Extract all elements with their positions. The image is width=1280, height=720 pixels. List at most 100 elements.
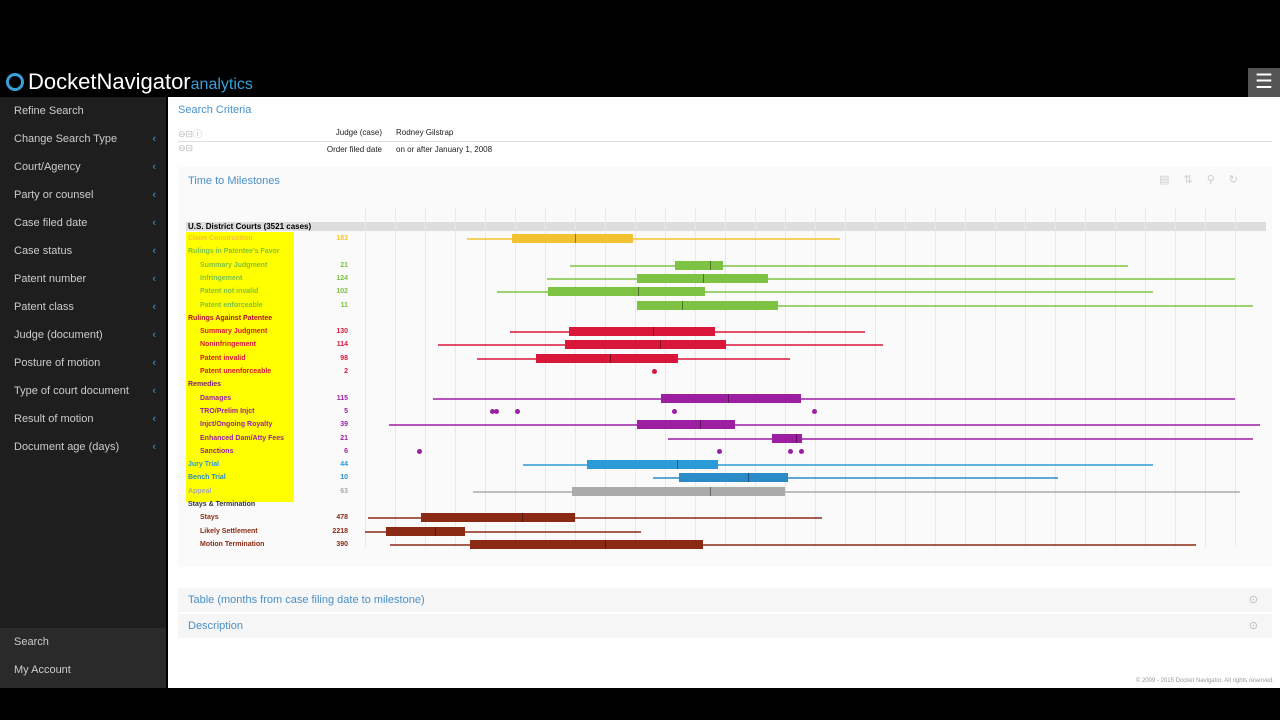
gridline xyxy=(995,207,996,547)
median-mark xyxy=(637,287,639,297)
sidebar-item[interactable]: Patent number ‹ xyxy=(0,265,166,293)
chevron-left-icon[interactable]: ‹ xyxy=(152,161,156,173)
whisker xyxy=(546,277,1236,280)
row-count: 39 xyxy=(340,421,348,429)
chevron-left-icon[interactable]: ‹ xyxy=(152,217,156,229)
criteria-key: Order filed date xyxy=(326,145,382,154)
box xyxy=(636,420,735,430)
whisker xyxy=(367,517,823,520)
highlight xyxy=(186,232,294,502)
box xyxy=(470,539,704,549)
criteria-action-icons[interactable]: ⊖⊟ xyxy=(178,143,194,153)
whisker xyxy=(497,291,1154,294)
sidebar-item-my-account[interactable]: My Account xyxy=(14,664,71,676)
row-count: 183 xyxy=(336,235,348,242)
whisker xyxy=(365,530,642,533)
sidebar-item[interactable]: Refine Search xyxy=(0,97,166,125)
outlier-point xyxy=(787,448,793,454)
row-label: Patent invalid xyxy=(200,354,246,362)
description-section[interactable]: Description ⊙ xyxy=(178,614,1272,638)
gridline xyxy=(1055,207,1056,547)
sidebar-item[interactable]: Case filed date ‹ xyxy=(0,209,166,237)
gridline xyxy=(395,207,396,547)
sidebar-item-label: Patent number xyxy=(14,273,87,285)
criteria-value: Rodney Gilstrap xyxy=(396,128,454,137)
chevron-left-icon[interactable]: ‹ xyxy=(152,301,156,313)
row-count: 2218 xyxy=(332,527,348,535)
gridline xyxy=(965,207,966,547)
search-criteria-title[interactable]: Search Criteria xyxy=(178,104,252,116)
sidebar-item[interactable]: Result of motion ‹ xyxy=(0,405,166,433)
box xyxy=(569,327,716,337)
gridline xyxy=(845,207,846,547)
outlier-point xyxy=(417,448,422,454)
sidebar-item-label: Patent class xyxy=(14,301,74,313)
table-section[interactable]: Table (months from case filing date to m… xyxy=(178,588,1272,612)
sidebar-item[interactable]: Patent class ‹ xyxy=(0,293,166,321)
chevron-left-icon[interactable]: ‹ xyxy=(152,245,156,257)
median-mark xyxy=(653,327,654,337)
gridline xyxy=(485,207,486,547)
row-count: 98 xyxy=(340,354,348,362)
criteria-action-icons[interactable]: ⊖⊟ⓘ xyxy=(178,129,203,139)
section-label: Description xyxy=(188,620,244,632)
box xyxy=(511,234,634,243)
expand-icon[interactable]: ⊙ xyxy=(1248,620,1258,632)
row-count: 11 xyxy=(340,301,348,309)
logo-gear-icon xyxy=(6,73,24,91)
hamburger-icon[interactable]: ☰ xyxy=(1248,68,1280,97)
outlier-point xyxy=(515,408,521,414)
sidebar-item[interactable]: Type of court document ‹ xyxy=(0,377,166,405)
sidebar-item[interactable]: Judge (document) ‹ xyxy=(0,321,166,349)
chart-toolbar-icons[interactable]: ▤⇅⚲↻ xyxy=(1159,174,1252,186)
median-mark xyxy=(609,353,611,363)
chevron-left-icon[interactable]: ‹ xyxy=(152,273,156,285)
logo-sub: analytics xyxy=(190,76,253,93)
sidebar-item-label: Type of court document xyxy=(14,385,129,397)
sidebar-item-label: Refine Search xyxy=(14,105,84,117)
row-label: Damages xyxy=(200,394,232,402)
chevron-left-icon[interactable]: ‹ xyxy=(152,329,156,341)
chevron-left-icon[interactable]: ‹ xyxy=(152,357,156,369)
outlier-point xyxy=(798,448,804,454)
row-label: Infringement xyxy=(200,274,243,282)
time-to-milestones-panel: Time to Milestones ▤⇅⚲↻ U.S. District Co… xyxy=(178,167,1272,567)
sidebar-item-search[interactable]: Search xyxy=(14,636,49,648)
row-label: Motion Termination xyxy=(200,540,265,548)
box xyxy=(636,300,779,310)
sidebar-item[interactable]: Posture of motion ‹ xyxy=(0,349,166,377)
box xyxy=(771,433,803,443)
box xyxy=(572,486,786,496)
whisker xyxy=(570,264,1129,267)
sidebar-item[interactable]: Document age (days) ‹ xyxy=(0,433,166,461)
chevron-left-icon[interactable]: ‹ xyxy=(152,189,156,201)
footer: © 2009 - 2015 Docket Navigator. All righ… xyxy=(1135,678,1274,684)
whisker xyxy=(433,397,1236,400)
gridline xyxy=(725,207,726,547)
chevron-left-icon[interactable]: ‹ xyxy=(152,441,156,453)
row-count: 115 xyxy=(336,394,348,402)
median-mark xyxy=(727,393,729,403)
chevron-left-icon[interactable]: ‹ xyxy=(152,385,156,397)
expand-icon[interactable]: ⊙ xyxy=(1248,594,1258,606)
row-count: 114 xyxy=(336,341,348,349)
row-label: Enhanced Dam/Atty Fees xyxy=(200,434,285,442)
gridline xyxy=(1025,207,1026,547)
gridline xyxy=(935,207,936,547)
sidebar-item-label: Judge (document) xyxy=(14,329,103,341)
row-count: 63 xyxy=(340,487,348,495)
sidebar-item[interactable]: Party or counsel ‹ xyxy=(0,181,166,209)
whisker xyxy=(466,238,841,240)
sidebar-item[interactable]: Court/Agency ‹ xyxy=(0,153,166,181)
sidebar-item[interactable]: Case status ‹ xyxy=(0,237,166,265)
median-mark xyxy=(574,234,576,243)
gridline xyxy=(875,207,876,547)
chevron-left-icon[interactable]: ‹ xyxy=(152,133,156,145)
chevron-left-icon[interactable]: ‹ xyxy=(152,413,156,425)
logo[interactable]: DocketNavigator analytics xyxy=(6,68,253,96)
section-label: Table (months from case filing date to m… xyxy=(188,594,425,606)
sidebar-item[interactable]: Change Search Type ‹ xyxy=(0,125,166,153)
median-mark xyxy=(521,513,523,523)
median-mark xyxy=(709,486,711,496)
row-count: 478 xyxy=(336,514,348,522)
